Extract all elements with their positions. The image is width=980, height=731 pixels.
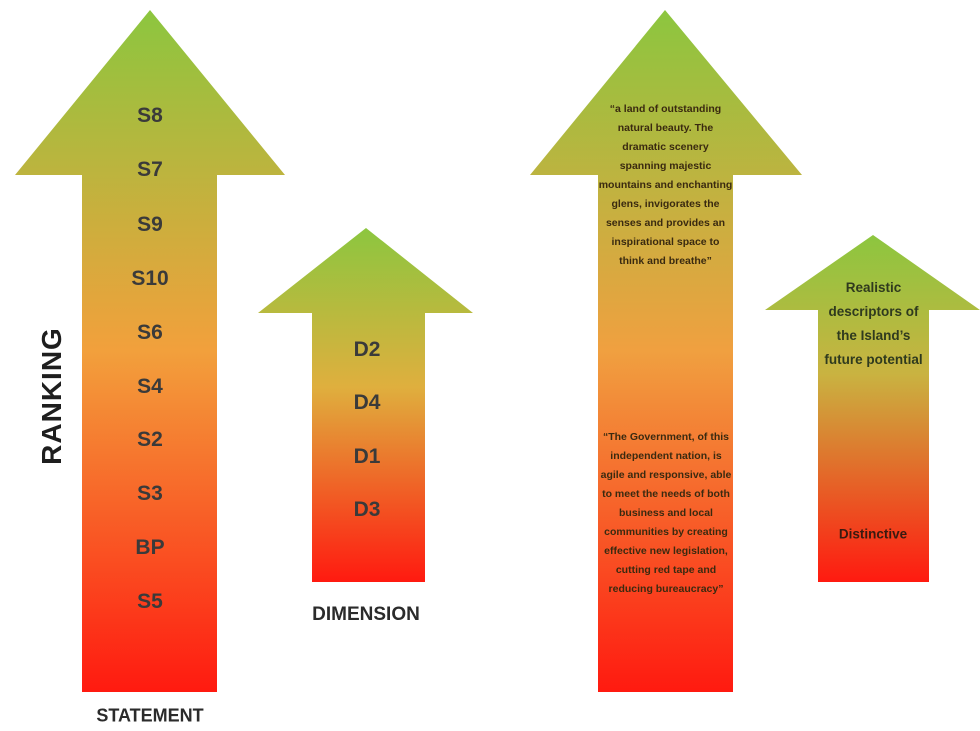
dimension-item: D3	[353, 498, 381, 521]
statement-item: S8	[137, 104, 163, 127]
statement-item: BP	[135, 536, 165, 559]
statement-item: S9	[137, 213, 163, 236]
statement-arrow	[15, 10, 285, 692]
descriptor-bottom: Distinctive	[838, 526, 908, 542]
statement-item: S10	[131, 267, 169, 290]
descriptor-arrow	[765, 235, 980, 582]
statement-item: S2	[137, 428, 163, 451]
statement-item: S4	[137, 375, 163, 398]
statement-caption: STATEMENT	[96, 705, 204, 726]
statement-item: S6	[137, 321, 163, 344]
ranking-axis-label: RANKING	[36, 327, 67, 465]
statement-item: S3	[137, 482, 163, 505]
dimension-arrow	[258, 228, 473, 582]
quote-arrow	[530, 10, 802, 692]
statement-item: S5	[137, 590, 163, 613]
statement-item: S7	[137, 158, 163, 181]
dimension-item: D4	[353, 391, 381, 414]
quote-top: “a land of outstanding natural beauty. T…	[598, 103, 733, 267]
dimension-item: D1	[353, 445, 381, 468]
descriptor-top: Realistic descriptors of the Island’s fu…	[824, 280, 923, 367]
quote-bottom: “The Government, of this independent nat…	[600, 431, 732, 595]
dimension-item: D2	[353, 338, 381, 361]
dimension-caption: DIMENSION	[312, 604, 420, 625]
